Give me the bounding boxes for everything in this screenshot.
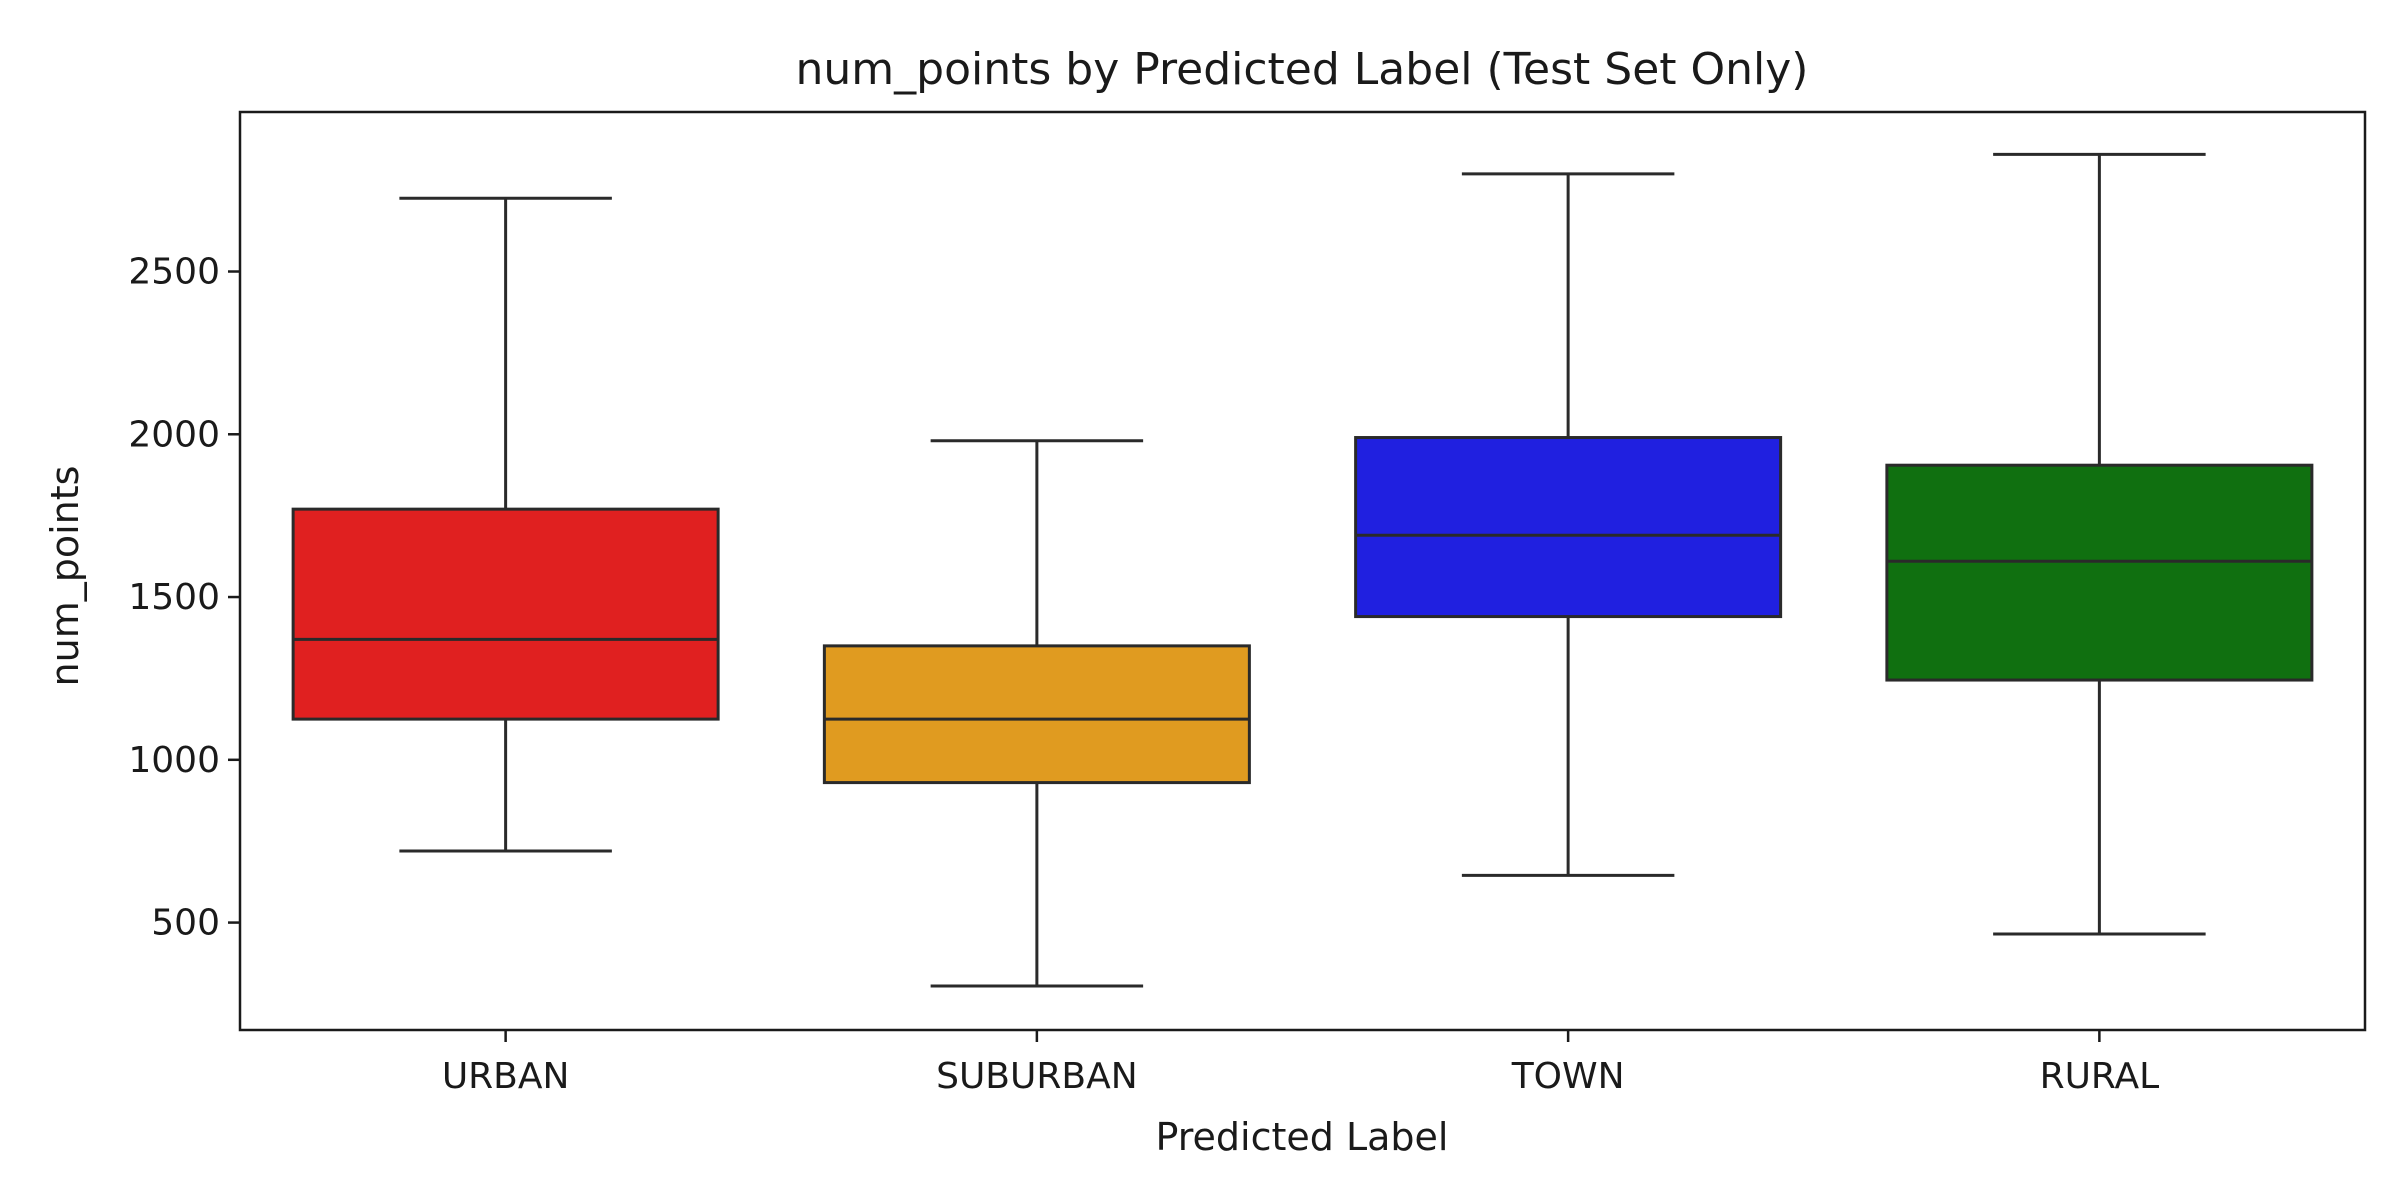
box-group-rural <box>1885 152 2314 936</box>
y-tick-label: 2000 <box>128 414 220 455</box>
boxes-layer <box>291 152 2314 988</box>
y-tick-label: 500 <box>151 903 220 944</box>
y-tick-label: 1500 <box>128 577 220 618</box>
x-tick-label-urban: URBAN <box>442 1056 570 1097</box>
x-tick-label-rural: RURAL <box>2040 1056 2160 1097</box>
x-tick-label-town: TOWN <box>1511 1056 1625 1097</box>
box-iqr <box>1354 436 1783 619</box>
x-axis-label: Predicted Label <box>1156 1115 1449 1159</box>
box-iqr <box>1885 463 2314 682</box>
y-ticks-layer: 500 1000 1500 2000 2500 <box>128 252 240 944</box>
box-group-town <box>1354 172 1783 877</box>
plot-area-frame <box>238 110 2367 1032</box>
box-iqr <box>822 644 1251 785</box>
x-tick-label-suburban: SUBURBAN <box>936 1056 1138 1097</box>
y-tick-label: 2500 <box>128 252 220 293</box>
box-group-urban <box>291 196 720 853</box>
y-tick-label: 1000 <box>128 740 220 781</box>
box-iqr <box>291 507 720 721</box>
y-axis-label: num_points <box>43 466 87 687</box>
box-group-suburban <box>822 439 1251 988</box>
x-ticks-layer: URBAN SUBURBAN TOWN RURAL <box>442 1030 2159 1097</box>
chart-title: num_points by Predicted Label (Test Set … <box>796 44 1809 95</box>
